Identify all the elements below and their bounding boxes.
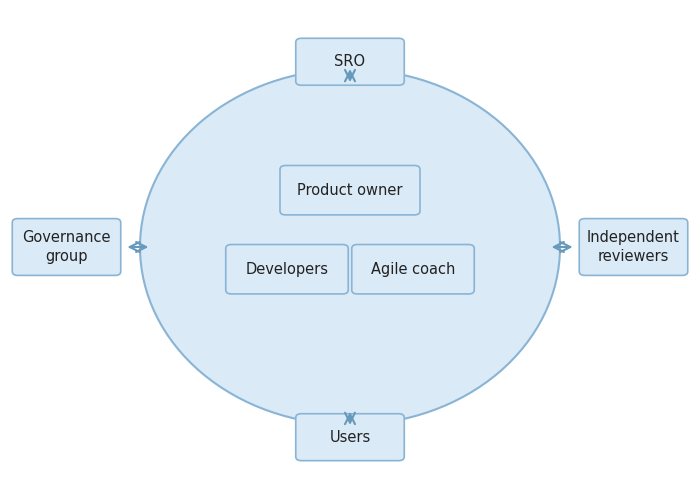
Text: Developers: Developers <box>246 262 328 277</box>
Text: SRO: SRO <box>335 54 365 69</box>
FancyBboxPatch shape <box>295 39 405 85</box>
Text: Agile coach: Agile coach <box>371 262 455 277</box>
FancyBboxPatch shape <box>13 218 120 276</box>
FancyBboxPatch shape <box>580 218 687 276</box>
Text: Users: Users <box>330 430 370 445</box>
Ellipse shape <box>140 69 560 425</box>
Text: Product owner: Product owner <box>298 183 402 198</box>
FancyBboxPatch shape <box>351 245 475 294</box>
FancyBboxPatch shape <box>295 414 405 460</box>
Text: Governance
group: Governance group <box>22 230 111 264</box>
Text: Independent
reviewers: Independent reviewers <box>587 230 680 264</box>
FancyBboxPatch shape <box>280 165 420 215</box>
FancyBboxPatch shape <box>225 245 349 294</box>
